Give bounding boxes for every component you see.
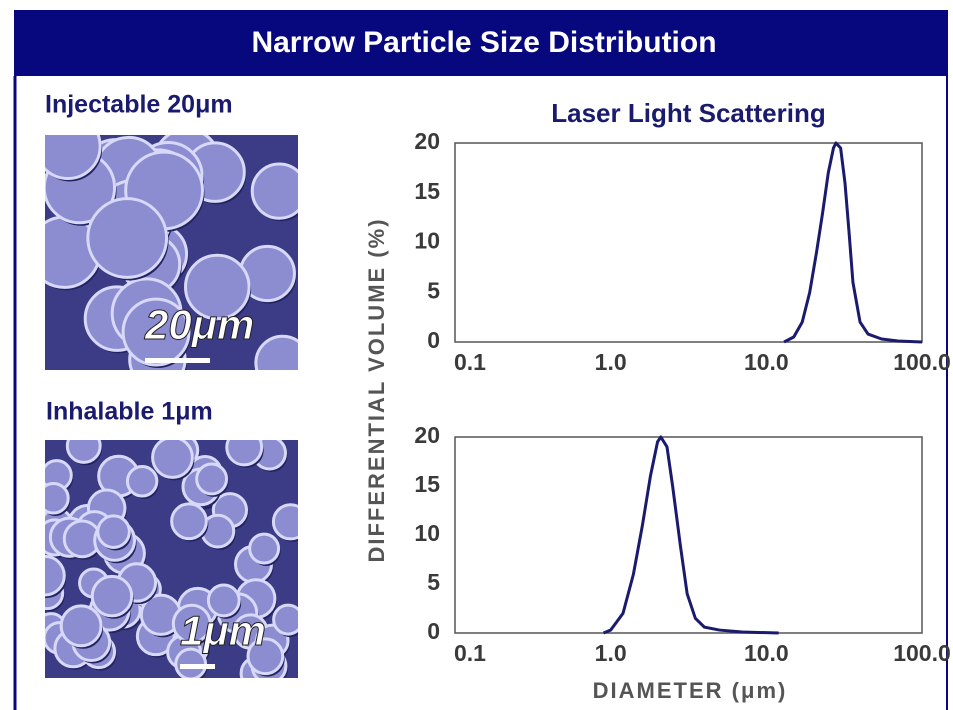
scale-bar bbox=[180, 664, 215, 669]
panel-label: Injectable 20μm bbox=[45, 91, 233, 119]
panel-label: Inhalable 1μm bbox=[46, 398, 213, 426]
scale-label: 20μm bbox=[144, 301, 254, 348]
x-axis-label: DIAMETER (μm) bbox=[593, 678, 788, 703]
x-tick-label: 0.1 bbox=[454, 349, 486, 375]
x-tick-label: 10.0 bbox=[744, 349, 789, 375]
particle bbox=[274, 605, 303, 634]
y-tick-label: 5 bbox=[427, 277, 440, 303]
particle bbox=[67, 430, 100, 463]
particle bbox=[127, 467, 156, 496]
particle bbox=[92, 576, 131, 615]
particle bbox=[36, 114, 101, 179]
plot-frame bbox=[455, 437, 922, 633]
particle bbox=[61, 606, 101, 646]
particle bbox=[88, 199, 167, 278]
particle bbox=[227, 430, 262, 465]
particle bbox=[197, 464, 227, 494]
y-tick-label: 20 bbox=[414, 128, 440, 154]
charts: 0 5 10 15 20 0.1 1.0 10.0 100.0 Laser Light Scatt… bbox=[364, 98, 951, 703]
micrograph: 20μm bbox=[29, 114, 311, 393]
x-tick-label: 100.0 bbox=[893, 640, 951, 666]
line-series bbox=[604, 437, 779, 633]
particle bbox=[153, 438, 193, 478]
page: Narrow Particle Size Distribution Inject… bbox=[0, 0, 953, 710]
micrograph: 1μm bbox=[26, 430, 310, 693]
y-tick-label: 5 bbox=[427, 569, 440, 595]
y-tick-label: 15 bbox=[414, 471, 440, 497]
particle bbox=[98, 516, 130, 548]
particle bbox=[250, 534, 279, 563]
x-tick-label: 10.0 bbox=[744, 640, 789, 666]
particle bbox=[26, 556, 65, 595]
y-tick-label: 0 bbox=[427, 327, 440, 353]
scale-bar bbox=[145, 358, 210, 363]
line-series bbox=[784, 143, 922, 342]
x-tick-label: 1.0 bbox=[595, 640, 627, 666]
y-tick-label: 10 bbox=[414, 228, 440, 254]
chart-title: Laser Light Scattering bbox=[551, 98, 826, 128]
y-axis-label: DIFFERENTIAL VOLUME (%) bbox=[364, 217, 389, 562]
header-title: Narrow Particle Size Distribution bbox=[251, 26, 716, 59]
x-tick-label: 1.0 bbox=[595, 349, 627, 375]
particle bbox=[252, 164, 306, 218]
particle bbox=[256, 336, 309, 389]
particle bbox=[273, 505, 307, 539]
particle bbox=[172, 504, 207, 539]
particle bbox=[39, 483, 69, 513]
y-tick-label: 20 bbox=[414, 422, 440, 448]
scale-label: 1μm bbox=[180, 607, 266, 654]
x-tick-label: 100.0 bbox=[893, 349, 951, 375]
x-tick-label: 0.1 bbox=[454, 640, 486, 666]
y-tick-label: 0 bbox=[427, 618, 440, 644]
plot-frame bbox=[455, 143, 922, 342]
y-tick-label: 10 bbox=[414, 520, 440, 546]
y-tick-label: 15 bbox=[414, 178, 440, 204]
